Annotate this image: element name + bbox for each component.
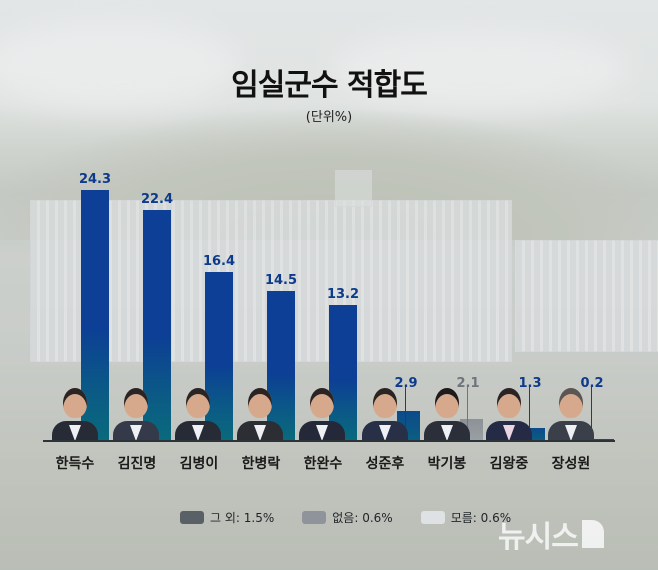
background-building: [515, 240, 658, 352]
chart-unit: (단위%): [305, 110, 353, 125]
bar-4: [329, 305, 357, 441]
candidate-name-7: 김왕중: [489, 456, 529, 472]
value-label-1: 22.4: [140, 192, 174, 207]
watermark-block-icon: [581, 520, 604, 548]
value-label-5: 2.9: [394, 376, 418, 391]
value-label-6: 2.1: [456, 376, 480, 391]
legend-swatch-icon: [180, 511, 204, 524]
legend-item-none: 없음: 0.6%: [302, 509, 393, 526]
chart-title: 임실군수 적합도: [231, 68, 428, 103]
watermark-text: 뉴시스: [498, 520, 579, 555]
legend-label: 모름: 0.6%: [450, 511, 512, 525]
leader-line-7: [529, 385, 530, 441]
legend-item-others: 그 외: 1.5%: [180, 509, 274, 526]
chart-legend: 그 외: 1.5% 없음: 0.6% 모름: 0.6%: [180, 509, 511, 526]
value-label-4: 13.2: [326, 287, 360, 302]
candidate-photo-2: [175, 386, 221, 441]
candidate-photo-1: [113, 386, 159, 441]
legend-swatch-icon: [302, 511, 327, 524]
candidate-name-5: 성준후: [365, 456, 405, 472]
legend-label: 그 외: 1.5%: [210, 511, 275, 525]
candidate-photo-6: [424, 386, 470, 441]
candidate-photo-7: [486, 386, 532, 441]
newsis-watermark-logo: 뉴시스: [498, 512, 604, 556]
candidate-photo-5: [362, 386, 408, 441]
value-label-7: 1.3: [518, 376, 542, 391]
value-label-2: 16.4: [202, 254, 236, 269]
candidate-name-2: 김병이: [179, 456, 219, 472]
candidate-photo-0: [52, 386, 98, 441]
background-cloud: [330, 30, 630, 110]
candidate-photo-8: [548, 386, 594, 441]
value-label-3: 14.5: [264, 273, 298, 288]
leader-line-8: [591, 385, 592, 441]
candidate-name-0: 한득수: [55, 456, 95, 472]
candidate-name-4: 한완수: [303, 456, 343, 472]
bar-3: [267, 291, 295, 441]
background-cloud: [0, 20, 240, 110]
value-label-8: 0.2: [580, 376, 604, 391]
candidate-name-3: 한병락: [241, 456, 281, 472]
legend-swatch-icon: [420, 511, 445, 524]
chart-baseline: [43, 440, 615, 442]
candidate-name-1: 김진명: [117, 456, 157, 472]
leader-line-5: [405, 385, 406, 441]
legend-item-unknown: 모름: 0.6%: [420, 509, 512, 526]
candidate-photo-3: [237, 386, 283, 441]
candidate-photo-4: [299, 386, 345, 441]
candidate-name-6: 박기봉: [427, 456, 467, 472]
leader-line-6: [467, 385, 468, 441]
candidate-name-8: 장성원: [551, 456, 591, 472]
background-building-tower: [335, 170, 372, 207]
bar-2: [205, 272, 233, 441]
legend-label: 없음: 0.6%: [332, 511, 393, 525]
value-label-0: 24.3: [78, 172, 112, 187]
